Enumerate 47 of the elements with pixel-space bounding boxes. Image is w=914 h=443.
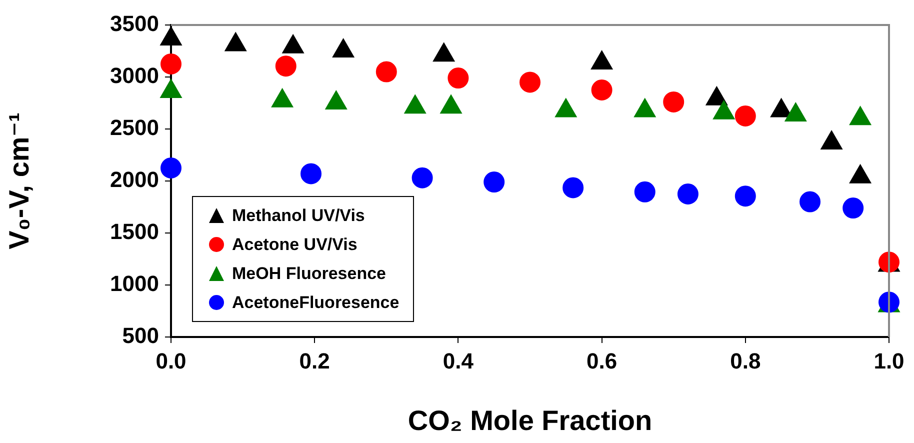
point — [160, 158, 182, 178]
point — [160, 26, 182, 46]
point — [271, 88, 294, 108]
x-tick-label: 0.6 — [586, 348, 618, 374]
point — [404, 94, 426, 114]
point — [555, 98, 577, 118]
point — [590, 50, 613, 70]
x-tick-label: 1.0 — [874, 348, 904, 374]
legend-label: MeOH Fluoresence — [232, 264, 386, 284]
point — [484, 172, 505, 193]
point — [849, 106, 872, 126]
y-tick-label: 500 — [122, 323, 159, 348]
y-tick-label: 3000 — [110, 63, 159, 88]
point — [677, 184, 698, 204]
point — [432, 42, 455, 62]
x-tick-label: 0.4 — [442, 348, 474, 374]
y-tick-label: 1000 — [110, 271, 159, 296]
y-tick-label: 3500 — [110, 11, 159, 36]
x-axis-title: CO₂ Mole Fraction — [408, 404, 652, 436]
x-tick-label: 0.2 — [299, 348, 330, 374]
legend-label: AcetoneFluoresence — [232, 292, 400, 312]
point — [706, 86, 728, 106]
point — [412, 167, 433, 188]
y-tick-label: 1500 — [110, 219, 159, 244]
y-axis-title: V₀-V, cm⁻¹ — [4, 112, 35, 250]
point — [562, 177, 584, 198]
point — [734, 186, 756, 207]
point — [784, 102, 807, 122]
point — [820, 130, 842, 150]
y-tick-label: 2000 — [110, 167, 159, 192]
point — [332, 38, 354, 58]
point — [440, 94, 462, 114]
point — [300, 163, 322, 184]
point — [842, 198, 864, 219]
point — [282, 34, 304, 54]
point — [634, 181, 656, 202]
point — [325, 90, 348, 110]
x-tick-label: 0.0 — [156, 348, 186, 374]
point — [224, 32, 247, 52]
point — [712, 100, 735, 120]
legend-label: Acetone UV/Vis — [232, 234, 358, 254]
x-tick-label: 0.8 — [730, 348, 761, 374]
y-tick-label: 2500 — [110, 115, 159, 140]
legend-label: Methanol UV/Vis — [232, 206, 365, 226]
point — [160, 79, 182, 98]
point — [800, 191, 821, 212]
point — [634, 98, 656, 118]
